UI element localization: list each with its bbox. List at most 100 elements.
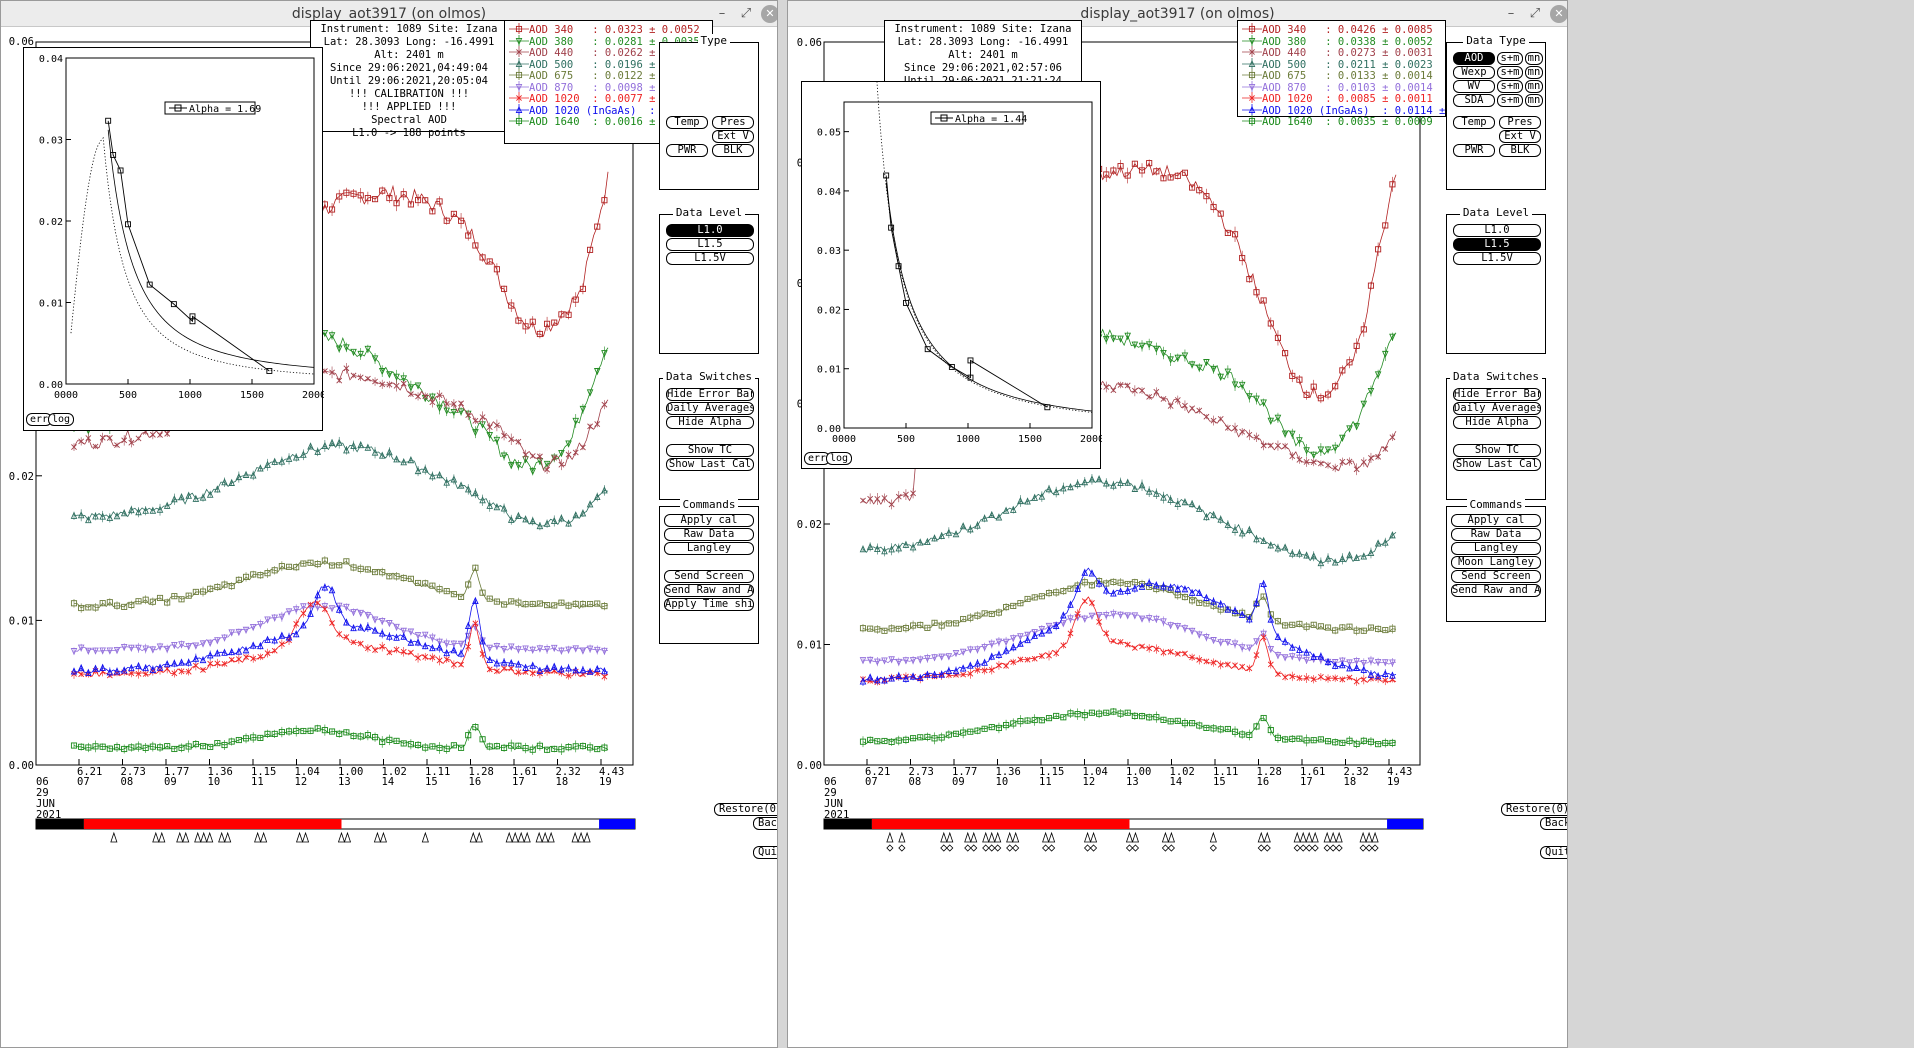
data-point	[902, 540, 910, 548]
quit-button[interactable]: Quit	[753, 846, 777, 859]
data-point	[1031, 594, 1038, 601]
log-button[interactable]: log	[48, 413, 75, 426]
data-type-s-m-button[interactable]: s+m	[1497, 80, 1523, 93]
ext-v-button[interactable]: Ext V	[1499, 130, 1541, 143]
data-type-aod-button[interactable]: AOD	[1453, 52, 1495, 65]
data-point	[443, 648, 451, 657]
data-point	[1360, 676, 1367, 683]
data-point	[386, 448, 393, 456]
send-raw-and-aod-button[interactable]: Send Raw and AOD	[1451, 584, 1541, 597]
show-tc-button[interactable]: Show TC	[666, 444, 754, 457]
temp-button[interactable]: Temp	[666, 116, 708, 129]
temp-button[interactable]: Temp	[1453, 116, 1495, 129]
raw-data-button[interactable]: Raw Data	[1451, 528, 1541, 541]
data-point	[1160, 493, 1167, 501]
data-point	[192, 588, 199, 595]
airmass-label: 2.32	[556, 766, 581, 778]
hide-alpha-button[interactable]: Hide Alpha	[666, 416, 754, 429]
restore-button[interactable]: Restore(0)	[714, 803, 777, 816]
data-point	[250, 655, 257, 662]
data-point	[407, 384, 415, 392]
airmass-label: 1.00	[1126, 766, 1151, 778]
blk-button[interactable]: BLK	[712, 144, 754, 157]
data-level-l10-button[interactable]: L1.0	[1453, 224, 1541, 237]
quit-button[interactable]: Quit	[1540, 846, 1567, 859]
hide-alpha-button[interactable]: Hide Alpha	[1453, 416, 1541, 429]
data-point	[1382, 446, 1389, 452]
timeline-diamond	[946, 844, 954, 852]
data-point	[1281, 637, 1289, 645]
data-point	[1367, 738, 1375, 745]
timeline-marker	[152, 831, 160, 843]
pres-button[interactable]: Pres	[1499, 116, 1541, 129]
data-point	[1181, 497, 1189, 506]
show-last-cal-button[interactable]: Show Last Cal	[666, 458, 754, 471]
data-type-mn-button[interactable]: mn	[1525, 80, 1543, 93]
hide-error-bars-button[interactable]: Hide Error Bars	[666, 388, 754, 401]
data-point	[1203, 634, 1210, 642]
data-point	[1339, 661, 1346, 669]
send-raw-and-aod-button[interactable]: Send Raw and AOD	[664, 584, 754, 597]
pres-button[interactable]: Pres	[712, 116, 754, 129]
pwr-button[interactable]: PWR	[666, 144, 708, 157]
send-screen-button[interactable]: Send Screen	[664, 570, 754, 583]
data-level-l15-button[interactable]: L1.5	[1453, 238, 1541, 251]
data-type-s-m-button[interactable]: s+m	[1497, 94, 1523, 107]
langley-button[interactable]: Langley	[664, 542, 754, 555]
timeline-marker	[218, 831, 226, 843]
show-last-cal-button[interactable]: Show Last Cal	[1453, 458, 1541, 471]
show-tc-button[interactable]: Show TC	[1453, 444, 1541, 457]
data-point	[458, 744, 465, 751]
legend-entry: AOD 1640 : 0.0035 ± 0.0009	[1242, 115, 1433, 129]
data-level-l15v-button[interactable]: L1.5V	[666, 252, 754, 265]
hide-error-bars-button[interactable]: Hide Error Bars	[1453, 388, 1541, 401]
send-screen-button[interactable]: Send Screen	[1451, 570, 1541, 583]
raw-data-button[interactable]: Raw Data	[664, 528, 754, 541]
err-button[interactable]: err	[26, 413, 53, 426]
data-point	[1138, 582, 1146, 590]
close-icon[interactable]: ✕	[1550, 5, 1567, 23]
data-type-mn-button[interactable]: mn	[1525, 52, 1543, 65]
apply-time-shift-button[interactable]: Apply Time shift	[664, 598, 754, 611]
apply-cal-button[interactable]: Apply cal	[664, 514, 754, 527]
maximize-icon[interactable]: ⤢	[1529, 6, 1541, 21]
data-type-sda-button[interactable]: SDA	[1453, 94, 1495, 107]
data-point	[572, 600, 579, 607]
data-point	[543, 664, 551, 672]
data-level-l15v-button[interactable]: L1.5V	[1453, 252, 1541, 265]
data-point	[1124, 586, 1132, 594]
maximize-icon[interactable]: ⤢	[740, 6, 752, 21]
moon-langley-button[interactable]: Moon Langley	[1451, 556, 1541, 569]
close-icon[interactable]: ✕	[761, 5, 777, 23]
triangle-marker-icon	[1242, 103, 1262, 115]
daily-averages-button[interactable]: Daily Averages	[666, 402, 754, 415]
data-level-l10-button[interactable]: L1.0	[666, 224, 754, 237]
series-line	[862, 567, 1397, 682]
data-point	[945, 620, 952, 627]
back-button[interactable]: Back	[1540, 817, 1567, 830]
data-point	[450, 210, 457, 217]
blk-button[interactable]: BLK	[1499, 144, 1541, 157]
data-point	[135, 661, 142, 670]
pwr-button[interactable]: PWR	[1453, 144, 1495, 157]
data-type-wv-button[interactable]: WV	[1453, 80, 1495, 93]
restore-button[interactable]: Restore(0)	[1501, 803, 1567, 816]
ext-v-button[interactable]: Ext V	[712, 130, 754, 143]
data-type-mn-button[interactable]: mn	[1525, 94, 1543, 107]
data-type-mn-button[interactable]: mn	[1525, 66, 1543, 79]
data-point	[271, 636, 278, 644]
log-button[interactable]: log	[826, 452, 853, 465]
langley-button[interactable]: Langley	[1451, 542, 1541, 555]
data-level-l15-button[interactable]: L1.5	[666, 238, 754, 251]
apply-cal-button[interactable]: Apply cal	[1451, 514, 1541, 527]
data-type-s-m-button[interactable]: s+m	[1497, 66, 1523, 79]
data-point	[565, 440, 572, 448]
back-button[interactable]: Back	[753, 817, 777, 830]
data-point	[1353, 657, 1360, 666]
data-type-s-m-button[interactable]: s+m	[1497, 52, 1523, 65]
minimize-icon[interactable]: –	[1507, 6, 1515, 21]
daily-averages-button[interactable]: Daily Averages	[1453, 402, 1541, 415]
data-point	[579, 509, 587, 517]
data-type-wexp-button[interactable]: Wexp	[1453, 66, 1495, 79]
minimize-icon[interactable]: –	[718, 6, 726, 21]
